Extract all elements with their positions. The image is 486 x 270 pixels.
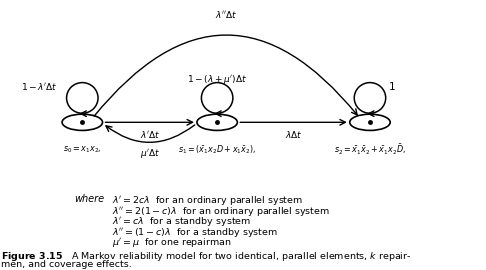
Text: $\mu' = \mu$  for one repairman: $\mu' = \mu$ for one repairman <box>111 236 231 249</box>
Text: where: where <box>75 194 105 204</box>
Text: $\lambda'' = (1-c)\lambda$  for a standby system: $\lambda'' = (1-c)\lambda$ for a standby… <box>111 226 278 239</box>
Text: $\lambda' = c\lambda$  for a standby system: $\lambda' = c\lambda$ for a standby syst… <box>111 215 251 228</box>
Text: $\mathbf{Figure\ 3.15}$   A Markov reliability model for two identical, parallel: $\mathbf{Figure\ 3.15}$ A Markov reliabi… <box>1 249 412 262</box>
Text: $1 - (\lambda + \mu^{\prime})\Delta t$: $1 - (\lambda + \mu^{\prime})\Delta t$ <box>187 73 247 86</box>
Text: $\mu^{\prime}\Delta t$: $\mu^{\prime}\Delta t$ <box>139 147 160 160</box>
Text: $1 - \lambda^{\prime}\Delta t$: $1 - \lambda^{\prime}\Delta t$ <box>21 81 58 92</box>
Text: $\lambda^{\prime}\Delta t$: $\lambda^{\prime}\Delta t$ <box>139 129 160 140</box>
Text: $\lambda'' = 2(1-c)\lambda$  for an ordinary parallel system: $\lambda'' = 2(1-c)\lambda$ for an ordin… <box>111 205 330 218</box>
Text: $s_0 = x_1x_2,$: $s_0 = x_1x_2,$ <box>63 144 102 155</box>
Text: $\lambda' = 2c\lambda$  for an ordinary parallel system: $\lambda' = 2c\lambda$ for an ordinary p… <box>111 194 303 208</box>
Text: $s_1 = (\bar{x}_1x_2D + x_1\bar{x}_2),$: $s_1 = (\bar{x}_1x_2D + x_1\bar{x}_2),$ <box>178 143 256 156</box>
Text: $\lambda\Delta t$: $\lambda\Delta t$ <box>285 129 302 140</box>
Text: $s_2 = \bar{x}_1\bar{x}_2 + \bar{x}_1x_2\bar{D},$: $s_2 = \bar{x}_1\bar{x}_2 + \bar{x}_1x_2… <box>334 142 406 157</box>
Text: $\lambda^{\prime\prime}\Delta t$: $\lambda^{\prime\prime}\Delta t$ <box>215 9 237 19</box>
Text: $1$: $1$ <box>388 80 396 92</box>
Text: men, and coverage effects.: men, and coverage effects. <box>1 260 132 269</box>
